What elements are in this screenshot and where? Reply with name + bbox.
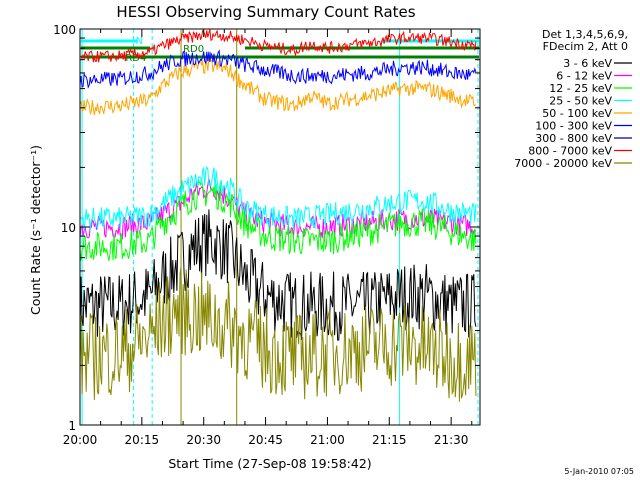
- x-tick-label: 20:15: [125, 433, 160, 447]
- series-line-12-25-kev: [79, 178, 477, 261]
- legend-header-line-2: FDecim 2, Att 0: [543, 40, 628, 53]
- x-tick-label: 21:15: [372, 433, 407, 447]
- x-tick-label: 20:45: [248, 433, 283, 447]
- series-line-7000-20000-kev: [79, 266, 477, 402]
- axis-ticks: 20:00 20:15 20:30 20:45 21:00 21:15 21:30 1 10 10…: [53, 23, 480, 447]
- x-tick-label: 20:00: [63, 433, 98, 447]
- y-axis-label: Count Rate (s⁻¹ detector⁻¹): [28, 145, 43, 315]
- legend-label: 6 - 12 keV: [556, 70, 612, 83]
- x-tick-label: 21:00: [310, 433, 345, 447]
- x-axis-label: Start Time (27-Sep-08 19:58:42): [168, 456, 371, 471]
- plot-area: N RD0 RD4: [79, 29, 479, 425]
- x-tick-label: 20:30: [186, 433, 221, 447]
- series-line-800-7000-kev: [79, 29, 477, 63]
- legend-label: 300 - 800 keV: [535, 132, 612, 145]
- annotation-n: N: [136, 36, 143, 47]
- series-line-6-12-kev: [79, 178, 477, 240]
- legend-label: 12 - 25 keV: [549, 82, 612, 95]
- legend-label: 800 - 7000 keV: [528, 145, 612, 158]
- series-line-25-50-kev: [79, 165, 477, 231]
- legend-label: 100 - 300 keV: [535, 120, 612, 133]
- y-tick-label: 100: [53, 23, 76, 37]
- series-line-50-100-kev: [79, 57, 477, 116]
- legend-label: 3 - 6 keV: [563, 57, 612, 70]
- footer-date: 5-Jan-2010 07:05: [564, 467, 634, 476]
- annotation-rd4: RD4: [125, 53, 146, 64]
- legend-label: 50 - 100 keV: [542, 107, 612, 120]
- annotation-rd0: RD0: [183, 44, 204, 55]
- chart-title: HESSI Observing Summary Count Rates: [116, 3, 415, 21]
- legend-label: 7000 - 20000 keV: [514, 157, 612, 170]
- series-line-100-300-kev: [79, 49, 477, 89]
- legend-header-line-1: Det 1,3,4,5,6,9,: [542, 28, 628, 41]
- x-tick-label: 21:30: [434, 433, 469, 447]
- y-tick-label: 10: [61, 221, 76, 235]
- legend-label: 25 - 50 keV: [549, 95, 612, 108]
- series-line-3-6-kev: [79, 209, 477, 341]
- y-tick-label: 1: [68, 419, 76, 433]
